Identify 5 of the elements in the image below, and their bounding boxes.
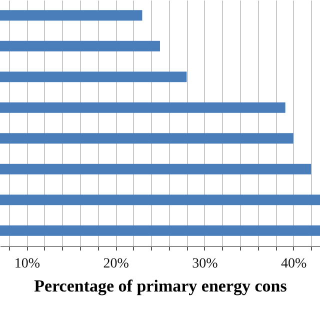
x-tick-label: 20%	[103, 256, 130, 272]
x-tick-label: 30%	[192, 256, 218, 272]
x-tick-label: 40%	[280, 256, 307, 272]
x-axis-title: Percentage of primary energy cons	[34, 276, 288, 296]
x-tick-label: 10%	[14, 256, 40, 272]
